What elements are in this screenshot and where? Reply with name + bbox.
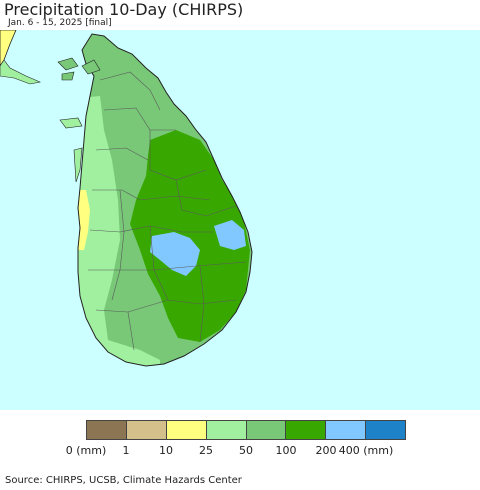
zone-200-400-east xyxy=(214,220,246,250)
island xyxy=(78,34,252,366)
legend-label: 50 xyxy=(239,444,253,457)
legend-label: 100 xyxy=(275,444,297,457)
legend-swatch xyxy=(366,421,405,439)
zone-200-400-central xyxy=(150,232,200,276)
legend-color-bar xyxy=(86,420,406,440)
island-outline xyxy=(77,33,253,367)
legend-label: 400 (mm) xyxy=(338,444,394,457)
west-spits xyxy=(59,117,83,183)
zone-10-25-west xyxy=(78,190,90,250)
map-title: Precipitation 10-Day (CHIRPS) xyxy=(4,0,244,19)
district-boundaries xyxy=(88,71,247,351)
legend-swatch xyxy=(166,421,207,439)
india-coast-lowland xyxy=(0,59,42,85)
legend-swatch xyxy=(286,421,327,439)
source-credit: Source: CHIRPS, UCSB, Climate Hazards Ce… xyxy=(5,475,242,486)
legend-swatch xyxy=(126,421,167,439)
legend-label: 200 xyxy=(315,444,337,457)
zone-100-200 xyxy=(130,130,250,342)
northern-islands xyxy=(57,57,101,81)
legend-swatch xyxy=(87,421,127,439)
legend-labels: 0 (mm) 1 10 25 50 100 200 400 (mm) xyxy=(0,444,480,458)
legend-label: 10 xyxy=(159,444,173,457)
legend-swatch xyxy=(246,421,287,439)
legend-label: 25 xyxy=(199,444,213,457)
legend-swatch xyxy=(326,421,367,439)
legend-label: 0 (mm) xyxy=(65,444,107,457)
precipitation-map xyxy=(0,30,480,410)
zone-25-50-west xyxy=(78,96,160,366)
legend-label: 1 xyxy=(122,444,130,457)
map-subtitle: Jan. 6 - 15, 2025 [final] xyxy=(8,18,112,28)
legend-swatch xyxy=(206,421,247,439)
india-coast xyxy=(0,30,17,67)
